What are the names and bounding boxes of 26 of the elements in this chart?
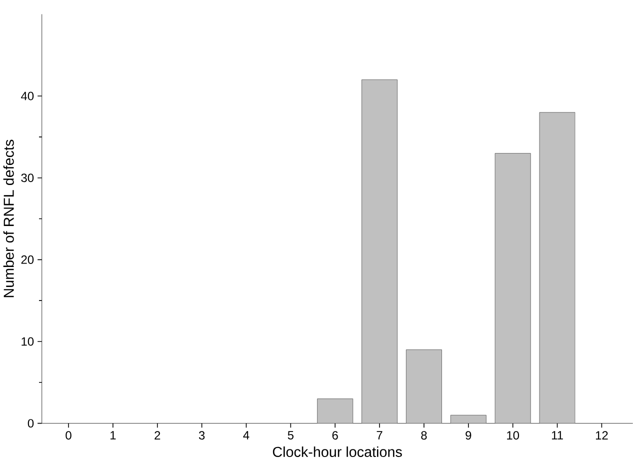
x-tick-label: 7 <box>376 431 382 440</box>
x-tick-label: 11 <box>552 431 563 440</box>
x-tick-label: 2 <box>154 431 160 440</box>
x-tick-label: 8 <box>421 431 427 440</box>
y-tick-label: 10 <box>22 337 34 346</box>
x-tick-label: 1 <box>110 431 116 440</box>
x-tick-label: 6 <box>332 431 338 440</box>
bar <box>539 112 576 424</box>
y-tick-label: 20 <box>21 256 34 264</box>
x-tick-label: 9 <box>466 431 472 440</box>
y-tick-label: 0 <box>28 419 34 428</box>
x-tick-label: 0 <box>66 431 72 440</box>
x-tick-label: 10 <box>507 431 520 440</box>
x-tick-label: 3 <box>198 431 205 440</box>
x-axis-title: Clock-hour locations <box>272 446 402 458</box>
x-tick-label: 4 <box>243 431 250 440</box>
bar <box>494 153 531 424</box>
y-tick-label: 30 <box>21 174 34 182</box>
bar <box>362 80 398 424</box>
bar <box>450 415 486 424</box>
y-tick-label: 40 <box>21 92 34 100</box>
y-axis-title: Number of RNFL defects <box>3 140 14 298</box>
x-tick-label: 12 <box>596 431 608 440</box>
x-tick-label: 5 <box>288 431 294 440</box>
bar <box>317 398 354 424</box>
bar <box>406 350 442 424</box>
